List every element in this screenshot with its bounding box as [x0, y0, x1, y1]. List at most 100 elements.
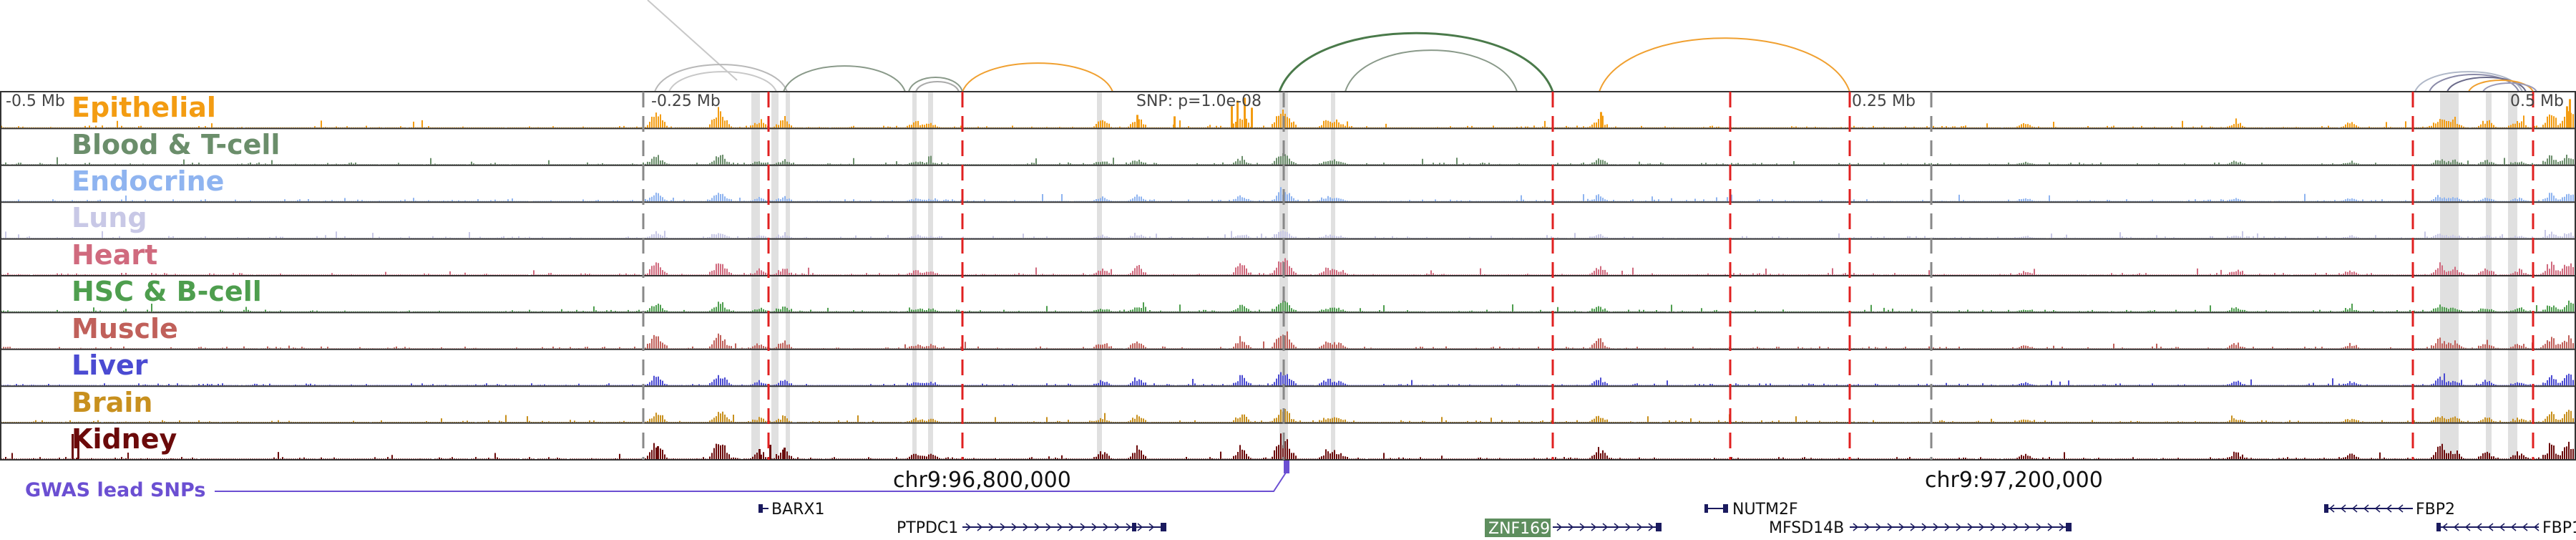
strand-chevron	[1011, 523, 1018, 531]
loop-arc	[1345, 49, 1518, 92]
strand-chevron	[2499, 523, 2505, 531]
strand-chevron	[1910, 523, 1916, 531]
signal-peak	[1244, 97, 1246, 128]
track-signal-8	[1, 372, 2576, 386]
gene-fbp1: FBP1	[2436, 519, 2576, 537]
scale-label-minus-half: -0.5 Mb	[6, 92, 65, 110]
strand-chevron	[1148, 523, 1155, 531]
strand-chevron	[2001, 523, 2008, 531]
track-label-hsc-b-cell: HSC & B-cell	[72, 276, 262, 307]
track-signal-3	[1, 187, 2576, 202]
strand-chevron	[2386, 504, 2392, 513]
track-signal-1	[1, 97, 2576, 128]
coordinate-label-96800000: chr9:96,800,000	[893, 468, 1071, 493]
track-label-lung: Lung	[72, 202, 147, 233]
gene-highlight-box	[1485, 519, 1551, 537]
signal-peak	[1236, 100, 1239, 128]
strand-chevron	[1137, 523, 1143, 531]
track-signal-path	[1, 409, 2576, 423]
signal-peak	[77, 439, 79, 459]
track-signal-path	[1, 433, 2576, 459]
signal-peak	[72, 434, 74, 459]
strand-chevron	[1000, 523, 1006, 531]
loop-arcs	[654, 32, 2537, 92]
loop-arc	[2482, 82, 2537, 92]
loop-arc	[1278, 32, 1554, 92]
loop-arc	[1599, 37, 1850, 92]
track-signal-2	[1, 153, 2576, 165]
strand-chevron	[1990, 523, 1996, 531]
strand-chevron	[1091, 523, 1098, 531]
signal-peak	[769, 445, 771, 459]
strand-chevron	[2464, 523, 2471, 531]
signal-peak	[1251, 107, 1253, 128]
loop-arc	[783, 65, 906, 92]
track-signal-7	[1, 331, 2576, 349]
strand-chevron	[988, 523, 995, 531]
strand-chevron	[1956, 523, 1962, 531]
strand-chevron	[2024, 523, 2031, 531]
gene-label-barx1: BARX1	[771, 501, 825, 519]
gene-label-fbp1: FBP1	[2542, 519, 2576, 537]
gene-label-ptpdc1: PTPDC1	[897, 519, 958, 537]
strand-chevron	[2510, 523, 2517, 531]
scale-label-plus-quarter: 0.25 Mb	[1852, 92, 1916, 110]
signal-peak	[657, 446, 659, 459]
gene-znf169: ZNF169	[1485, 519, 1662, 538]
strand-chevron	[1057, 523, 1063, 531]
strand-chevron	[1887, 523, 1893, 531]
strand-chevron	[2013, 523, 2019, 531]
strand-chevron	[1853, 523, 1859, 531]
loop-arc	[2429, 74, 2519, 92]
gene-strand-chevrons	[2441, 523, 2540, 531]
strand-chevron	[2351, 504, 2358, 513]
gene-ptpdc1: PTPDC1	[897, 519, 1166, 537]
track-signal-path	[1, 107, 2576, 128]
track-signal-6	[1, 300, 2576, 312]
strand-chevron	[1979, 523, 1985, 531]
strand-chevron	[2476, 523, 2482, 531]
strand-chevron	[1648, 523, 1654, 531]
strand-chevron	[2059, 523, 2065, 531]
strand-chevron	[1591, 523, 1597, 531]
track-signal-path	[1, 258, 2576, 275]
strand-chevron	[1579, 523, 1586, 531]
track-label-muscle: Muscle	[72, 313, 178, 344]
loop-arc	[915, 81, 960, 92]
track-signal-path	[1, 331, 2576, 349]
strand-chevron	[2453, 523, 2459, 531]
gene-strand-chevrons	[2328, 504, 2404, 513]
strand-chevron	[1068, 523, 1075, 531]
strand-chevron	[1602, 523, 1609, 531]
snp-label: SNP: p=1.0e-08	[1136, 92, 1262, 110]
strand-chevron	[2487, 523, 2494, 531]
track-label-liver: Liver	[72, 349, 148, 381]
track-signal-path	[1, 300, 2576, 312]
strand-chevron	[2340, 504, 2346, 513]
gene-fbp2: FBP2	[2324, 501, 2455, 519]
track-signal-path	[1, 153, 2576, 165]
strand-chevron	[2036, 523, 2042, 531]
strand-chevron	[2328, 504, 2335, 513]
track-label-endocrine: Endocrine	[72, 165, 224, 197]
strand-chevron	[1636, 523, 1643, 531]
track-signals	[1, 97, 2576, 459]
marker-lines	[642, 92, 2534, 460]
gene-strand-chevrons	[1853, 523, 2065, 531]
track-label-kidney: Kidney	[72, 423, 177, 455]
strand-chevron	[1921, 523, 1928, 531]
strand-chevron	[1556, 523, 1563, 531]
strand-chevron	[1967, 523, 1974, 531]
track-separators	[0, 91, 2576, 461]
loop-arc	[668, 71, 777, 92]
track-signal-9	[1, 409, 2576, 423]
coordinate-label-97200000: chr9:97,200,000	[1925, 468, 2103, 493]
strand-chevron	[2363, 504, 2369, 513]
gene-label-mfsd14b: MFSD14B	[1769, 519, 1844, 537]
scale-label-minus-quarter: -0.25 Mb	[651, 92, 721, 110]
signal-peak	[758, 449, 761, 459]
track-signal-path	[1, 230, 2576, 238]
strand-chevron	[1114, 523, 1121, 531]
track-signal-10	[1, 433, 2576, 459]
